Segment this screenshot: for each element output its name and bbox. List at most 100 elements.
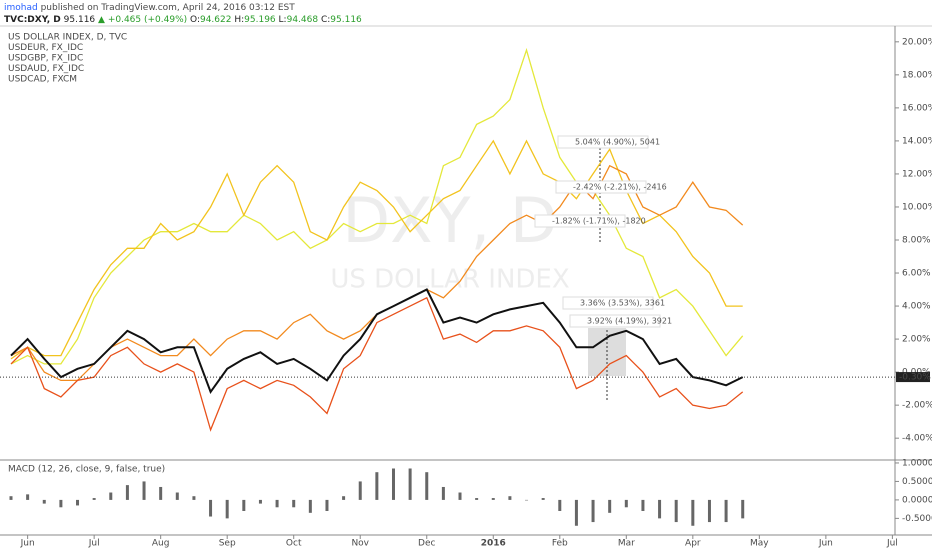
macd-bar bbox=[408, 468, 412, 500]
macd-bar bbox=[475, 498, 479, 500]
x-tick-label: Feb bbox=[552, 539, 568, 549]
y-tick-label: 1.0000 bbox=[902, 458, 932, 468]
legend-entry: USDAUD, FX_IDC bbox=[8, 64, 84, 74]
change: ▲ +0.465 (+0.49%) bbox=[98, 15, 187, 25]
macd-bar bbox=[541, 498, 545, 500]
macd-bar bbox=[192, 496, 196, 500]
low-label: L: bbox=[279, 15, 287, 25]
open-label: O: bbox=[190, 15, 200, 25]
macd-bar bbox=[26, 494, 30, 500]
y-tick-label: 18.00% bbox=[902, 70, 932, 80]
macd-bar bbox=[391, 468, 395, 500]
macd-bar bbox=[325, 499, 329, 511]
macd-bar bbox=[425, 472, 429, 500]
macd-bar bbox=[525, 499, 529, 501]
macd-bar bbox=[658, 499, 662, 519]
legend-entry: USDGBP, FX_IDC bbox=[8, 54, 83, 64]
x-tick-label: Jul bbox=[88, 539, 100, 549]
macd-bar bbox=[258, 499, 262, 504]
series-line bbox=[10, 288, 744, 395]
author[interactable]: imohad bbox=[4, 3, 38, 13]
macd-bar bbox=[724, 499, 728, 523]
macd-bar bbox=[109, 492, 113, 500]
measure-label-box bbox=[562, 296, 654, 310]
y-tick-label: -2.00% bbox=[902, 401, 932, 411]
macd-bar bbox=[159, 486, 163, 500]
watermark-subtitle: US DOLLAR INDEX bbox=[330, 265, 569, 295]
macd-bar bbox=[242, 499, 246, 511]
macd-bar bbox=[92, 498, 96, 500]
series-line bbox=[10, 47, 744, 365]
close-label: C: bbox=[321, 15, 330, 25]
low: 94.468 bbox=[287, 15, 319, 25]
y-tick-label: 10.00% bbox=[902, 202, 932, 212]
series-line bbox=[10, 139, 743, 360]
measure-label: -2.42% (-2.21%), -2416 bbox=[573, 183, 667, 192]
series-line bbox=[10, 296, 744, 432]
macd-bar bbox=[508, 496, 512, 500]
macd-bar bbox=[42, 499, 46, 504]
macd-bar bbox=[458, 492, 462, 500]
macd-title: MACD (12, 26, close, 9, false, true) bbox=[8, 465, 165, 475]
watermark: DXY, D bbox=[342, 184, 557, 257]
publish-line: imohad published on TradingView.com, Apr… bbox=[4, 3, 295, 13]
legend-entry: US DOLLAR INDEX, D, TVC bbox=[8, 33, 127, 43]
measure-label-box bbox=[534, 214, 626, 228]
measure-label-box bbox=[555, 180, 647, 194]
y-tick-label: 20.00% bbox=[902, 37, 932, 47]
macd-bar bbox=[375, 472, 379, 500]
macd-bar bbox=[275, 499, 279, 508]
y-tick-label: 4.00% bbox=[902, 302, 931, 312]
macd-bar bbox=[76, 499, 80, 506]
y-tick-label: -0.5000 bbox=[902, 514, 932, 524]
macd-bar bbox=[308, 499, 312, 513]
macd-bar bbox=[9, 496, 13, 500]
measure-label: 3.36% (3.53%), 3361 bbox=[580, 299, 665, 308]
measure-label-box bbox=[557, 135, 649, 149]
y-tick-label: 14.00% bbox=[902, 136, 932, 146]
macd-bar bbox=[491, 498, 495, 500]
published: published on TradingView.com, April 24, … bbox=[41, 3, 296, 13]
x-tick-label: Jul bbox=[886, 539, 898, 549]
macd-bar bbox=[342, 496, 346, 500]
macd-bar bbox=[225, 499, 229, 519]
macd-bar bbox=[292, 499, 296, 508]
measure-label-box bbox=[569, 314, 661, 328]
y-tick-label: 0.0000 bbox=[902, 495, 932, 505]
measure-label: -1.82% (-1.71%), -1820 bbox=[552, 217, 646, 226]
x-tick-label: Jun bbox=[818, 539, 833, 549]
current-value-label: -0.30% bbox=[899, 373, 931, 383]
y-tick-label: 16.00% bbox=[902, 103, 932, 113]
symbol: TVC:DXY, D bbox=[4, 15, 61, 25]
legend-entry: USDCAD, FXCM bbox=[8, 75, 77, 85]
high: 95.196 bbox=[244, 15, 276, 25]
current-value-box bbox=[896, 372, 930, 383]
y-tick-label: 8.00% bbox=[902, 236, 931, 246]
x-tick-label: Nov bbox=[351, 539, 369, 549]
macd-bar bbox=[574, 499, 578, 526]
y-tick-label: 12.00% bbox=[902, 169, 932, 179]
macd-bar bbox=[125, 485, 129, 500]
x-tick-label: 2016 bbox=[481, 539, 506, 549]
macd-bar bbox=[691, 499, 695, 526]
measure-label: 5.04% (4.90%), 5041 bbox=[575, 138, 660, 147]
x-tick-label: Dec bbox=[418, 539, 435, 549]
y-tick-label: 0.5000 bbox=[902, 477, 932, 487]
measure-label: 3.92% (4.19%), 3921 bbox=[587, 317, 672, 326]
macd-bar bbox=[59, 499, 63, 508]
legend-entry: USDEUR, FX_IDC bbox=[8, 43, 83, 53]
x-tick-label: Mar bbox=[618, 539, 635, 549]
y-tick-label: 6.00% bbox=[902, 269, 931, 279]
x-tick-label: May bbox=[750, 539, 769, 549]
x-tick-label: Oct bbox=[286, 539, 302, 549]
macd-bar bbox=[707, 499, 711, 523]
macd-bar bbox=[641, 499, 645, 511]
macd-bar bbox=[674, 499, 678, 523]
macd-bar bbox=[558, 499, 562, 511]
x-tick-label: Aug bbox=[152, 539, 170, 549]
x-tick-label: Jun bbox=[20, 539, 35, 549]
macd-bar bbox=[624, 499, 628, 508]
macd-bar bbox=[741, 499, 745, 519]
x-tick-label: Sep bbox=[219, 539, 236, 549]
